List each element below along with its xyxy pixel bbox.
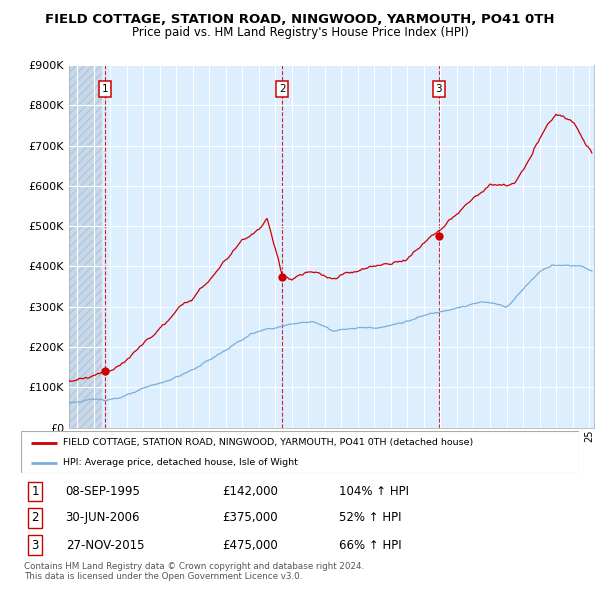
Text: HPI: Average price, detached house, Isle of Wight: HPI: Average price, detached house, Isle…	[63, 458, 298, 467]
Text: 52% ↑ HPI: 52% ↑ HPI	[339, 512, 401, 525]
Text: £142,000: £142,000	[222, 485, 278, 498]
Text: Price paid vs. HM Land Registry's House Price Index (HPI): Price paid vs. HM Land Registry's House …	[131, 26, 469, 39]
Text: 2: 2	[279, 84, 286, 94]
Text: Contains HM Land Registry data © Crown copyright and database right 2024.
This d: Contains HM Land Registry data © Crown c…	[24, 562, 364, 581]
Text: FIELD COTTAGE, STATION ROAD, NINGWOOD, YARMOUTH, PO41 0TH: FIELD COTTAGE, STATION ROAD, NINGWOOD, Y…	[45, 13, 555, 26]
Text: £375,000: £375,000	[222, 512, 278, 525]
Text: 1: 1	[102, 84, 109, 94]
Text: FIELD COTTAGE, STATION ROAD, NINGWOOD, YARMOUTH, PO41 0TH (detached house): FIELD COTTAGE, STATION ROAD, NINGWOOD, Y…	[63, 438, 473, 447]
Text: 3: 3	[31, 539, 38, 552]
Text: 27-NOV-2015: 27-NOV-2015	[65, 539, 144, 552]
Text: 104% ↑ HPI: 104% ↑ HPI	[339, 485, 409, 498]
Text: 30-JUN-2006: 30-JUN-2006	[65, 512, 140, 525]
Text: 3: 3	[436, 84, 442, 94]
Text: 08-SEP-1995: 08-SEP-1995	[65, 485, 140, 498]
Text: 2: 2	[31, 512, 39, 525]
Text: £475,000: £475,000	[222, 539, 278, 552]
Text: 66% ↑ HPI: 66% ↑ HPI	[339, 539, 401, 552]
Bar	[69, 65, 102, 428]
Text: 1: 1	[31, 485, 39, 498]
